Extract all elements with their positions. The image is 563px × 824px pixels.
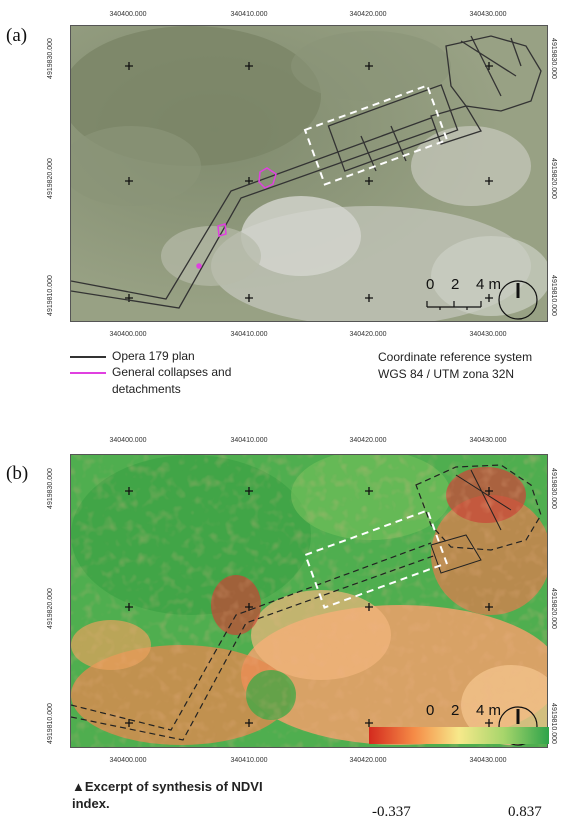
- northing-tick-left-a-3: 4919810.000: [46, 275, 54, 316]
- legend-collapse: General collapses and: [70, 365, 231, 379]
- northing-tick-right-b-2: 4919820.000: [549, 588, 557, 629]
- easting-tick-top-b-3: 340420.000: [349, 437, 387, 444]
- caption-line-1: ▲Excerpt of synthesis of NDVI: [72, 779, 263, 794]
- easting-tick-bottom-b-4: 340430.000: [469, 757, 507, 764]
- northing-tick-left-b-1: 4919830.000: [46, 468, 54, 509]
- northing-tick-right-a-2: 4919820.000: [549, 158, 557, 199]
- easting-tick-top-a-1: 340400.000: [109, 11, 147, 18]
- northing-tick-right-a-1: 4919830.000: [549, 38, 557, 79]
- legend-collapse-swatch: [70, 371, 106, 374]
- orthophoto-map: 0 2 4 m: [70, 25, 548, 322]
- legend-collapse-label: General collapses and: [112, 365, 232, 379]
- easting-tick-bottom-a-3: 340420.000: [349, 331, 387, 338]
- legend-plan-swatch: [70, 355, 106, 358]
- easting-tick-bottom-a-1: 340400.000: [109, 331, 147, 338]
- northing-tick-right-a-3: 4919810.000: [549, 275, 557, 316]
- scale-bar-label-4-b: 4 m: [476, 702, 502, 719]
- easting-tick-bottom-a-4: 340430.000: [469, 331, 507, 338]
- crs-line-1: Coordinate reference system: [378, 350, 533, 364]
- easting-tick-top-a-4: 340430.000: [469, 11, 507, 18]
- northing-tick-left-b-2: 4919820.000: [46, 588, 54, 629]
- panel-b-label: (b): [6, 463, 29, 484]
- scale-bar-label-0-b: 0: [426, 702, 435, 719]
- easting-tick-top-a-3: 340420.000: [349, 11, 387, 18]
- easting-tick-top-b-4: 340430.000: [469, 437, 507, 444]
- northing-tick-left-a-1: 4919830.000: [46, 38, 54, 79]
- crs-line-2: WGS 84 / UTM zona 32N: [378, 367, 515, 381]
- easting-tick-bottom-a-2: 340410.000: [230, 331, 268, 338]
- legend-plan-label: Opera 179 plan: [112, 349, 195, 363]
- caption-line-2: index.: [72, 796, 110, 811]
- scale-bar-label-2-b: 2: [451, 702, 460, 719]
- northing-tick-right-b-1: 4919830.000: [549, 468, 557, 509]
- ndvi-map-svg: [71, 455, 547, 747]
- easting-tick-bottom-b-1: 340400.000: [109, 757, 147, 764]
- northing-tick-left-b-3: 4919810.000: [46, 703, 54, 744]
- easting-tick-bottom-b-3: 340420.000: [349, 757, 387, 764]
- legend-plan: Opera 179 plan: [70, 349, 195, 363]
- panel-a-label: (a): [6, 25, 28, 46]
- scale-bar-label-2-a: 2: [451, 276, 460, 293]
- easting-tick-top-a-2: 340410.000: [230, 11, 268, 18]
- colorbar-max-label: 0.837: [508, 804, 542, 820]
- easting-tick-top-b-1: 340400.000: [109, 437, 147, 444]
- northing-tick-right-b-3: 4919810.000: [549, 703, 557, 744]
- easting-tick-bottom-b-2: 340410.000: [230, 757, 268, 764]
- orthophoto-map-svg: [71, 26, 547, 321]
- easting-tick-top-b-2: 340410.000: [230, 437, 268, 444]
- colorbar-min-label: -0.337: [372, 804, 411, 820]
- scale-bar-label-0-a: 0: [426, 276, 435, 293]
- northing-tick-left-a-2: 4919820.000: [46, 158, 54, 199]
- scale-bar-label-4-a: 4 m: [476, 276, 502, 293]
- legend-collapse-label-2: detachments: [112, 382, 181, 396]
- ndvi-map: 0 2 4 m: [70, 454, 548, 748]
- ndvi-colorbar: [369, 727, 549, 744]
